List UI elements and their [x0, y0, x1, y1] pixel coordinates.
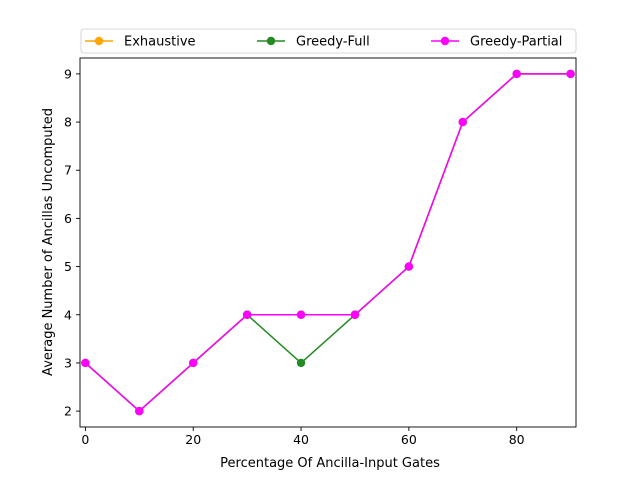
data-point-1-4 [296, 358, 306, 368]
x-tick-label: 60 [401, 432, 417, 447]
x-tick-label: 0 [81, 432, 89, 447]
series-line-2 [84, 73, 571, 412]
y-axis-label: Average Number of Ancillas Uncomputed [41, 108, 56, 376]
legend-box [80, 28, 577, 54]
series-line-0 [84, 73, 571, 412]
legend-label-0: Exhaustive [124, 35, 196, 50]
data-point-2-4 [296, 310, 306, 319]
y-tick-label: 8 [64, 115, 72, 130]
legend-marker-1 [266, 36, 276, 46]
y-tick-label: 9 [64, 66, 72, 81]
x-axis-label: Percentage Of Ancilla-Input Gates [220, 456, 440, 471]
x-tick-label: 20 [185, 432, 201, 447]
data-point-2-6 [404, 262, 414, 271]
legend-marker-0 [94, 36, 104, 46]
series-line-1 [84, 73, 571, 412]
y-tick-label: 5 [64, 259, 72, 274]
legend: Exhaustive Greedy-Full Greedy-Partial [80, 28, 577, 54]
y-tick-label: 6 [64, 211, 72, 226]
data-point-2-5 [350, 310, 360, 319]
data-point-2-0 [81, 358, 90, 368]
data-point-2-9 [566, 69, 575, 79]
data-point-2-3 [242, 310, 252, 319]
y-tick-label: 3 [64, 355, 72, 370]
x-tick-label: 40 [293, 432, 309, 447]
y-tick-label: 4 [64, 307, 72, 322]
axes-frame [79, 57, 577, 428]
data-point-2-2 [189, 358, 198, 368]
legend-marker-2 [440, 36, 450, 46]
legend-label-2: Greedy-Partial [470, 35, 562, 50]
axes: 0 20 40 60 80 2 3 4 5 6 7 8 9 [64, 57, 577, 447]
data-point-2-8 [512, 69, 521, 79]
data-point-2-1 [135, 406, 144, 416]
legend-label-1: Greedy-Full [296, 35, 370, 50]
y-tick-label: 2 [64, 404, 72, 419]
data-point-2-7 [458, 117, 467, 127]
x-tick-label: 80 [509, 432, 525, 447]
plot-area [81, 69, 575, 416]
y-tick-label: 7 [64, 163, 72, 178]
